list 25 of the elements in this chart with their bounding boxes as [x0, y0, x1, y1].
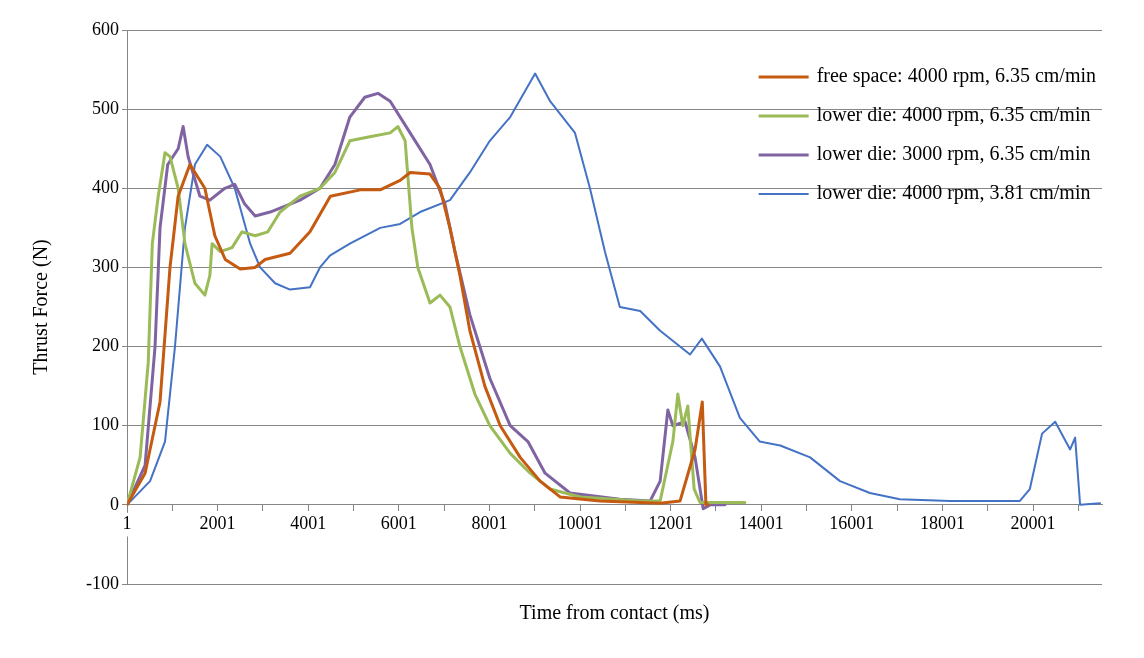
y-tick-label: 600 [92, 18, 119, 39]
y-tick-label: 500 [92, 97, 119, 118]
x-tick-label: 6001 [380, 513, 417, 534]
y-tick-label: 0 [110, 493, 119, 514]
y-tick-label: -100 [86, 572, 119, 593]
x-tick-label: 4001 [290, 513, 327, 534]
x-tick-label: 18001 [919, 513, 965, 534]
legend-label: free space: 4000 rpm, 6.35 cm/min [816, 64, 1097, 88]
x-tick-label: 10001 [557, 513, 603, 534]
x-axis-title: Time from contact (ms) [519, 601, 710, 625]
y-tick-label: 300 [92, 256, 119, 277]
y-axis-title: Thrust Force (N) [29, 239, 53, 375]
x-tick-label: 16001 [829, 513, 875, 534]
legend-label: lower die: 4000 rpm, 3.81 cm/min [816, 181, 1091, 205]
y-tick-label: 400 [92, 177, 119, 198]
x-tick-label: 8001 [471, 513, 508, 534]
x-tick-label: 14001 [738, 513, 784, 534]
x-tick-label: 20001 [1010, 513, 1056, 534]
y-tick-label: 200 [92, 335, 119, 356]
legend-label: lower die: 4000 rpm, 6.35 cm/min [816, 103, 1091, 127]
x-tick-label: 1 [122, 513, 132, 534]
legend-label: lower die: 3000 rpm, 6.35 cm/min [816, 142, 1091, 166]
x-tick-label: 2001 [199, 513, 236, 534]
y-tick-label: 100 [92, 414, 119, 435]
x-tick-label: 12001 [648, 513, 694, 534]
